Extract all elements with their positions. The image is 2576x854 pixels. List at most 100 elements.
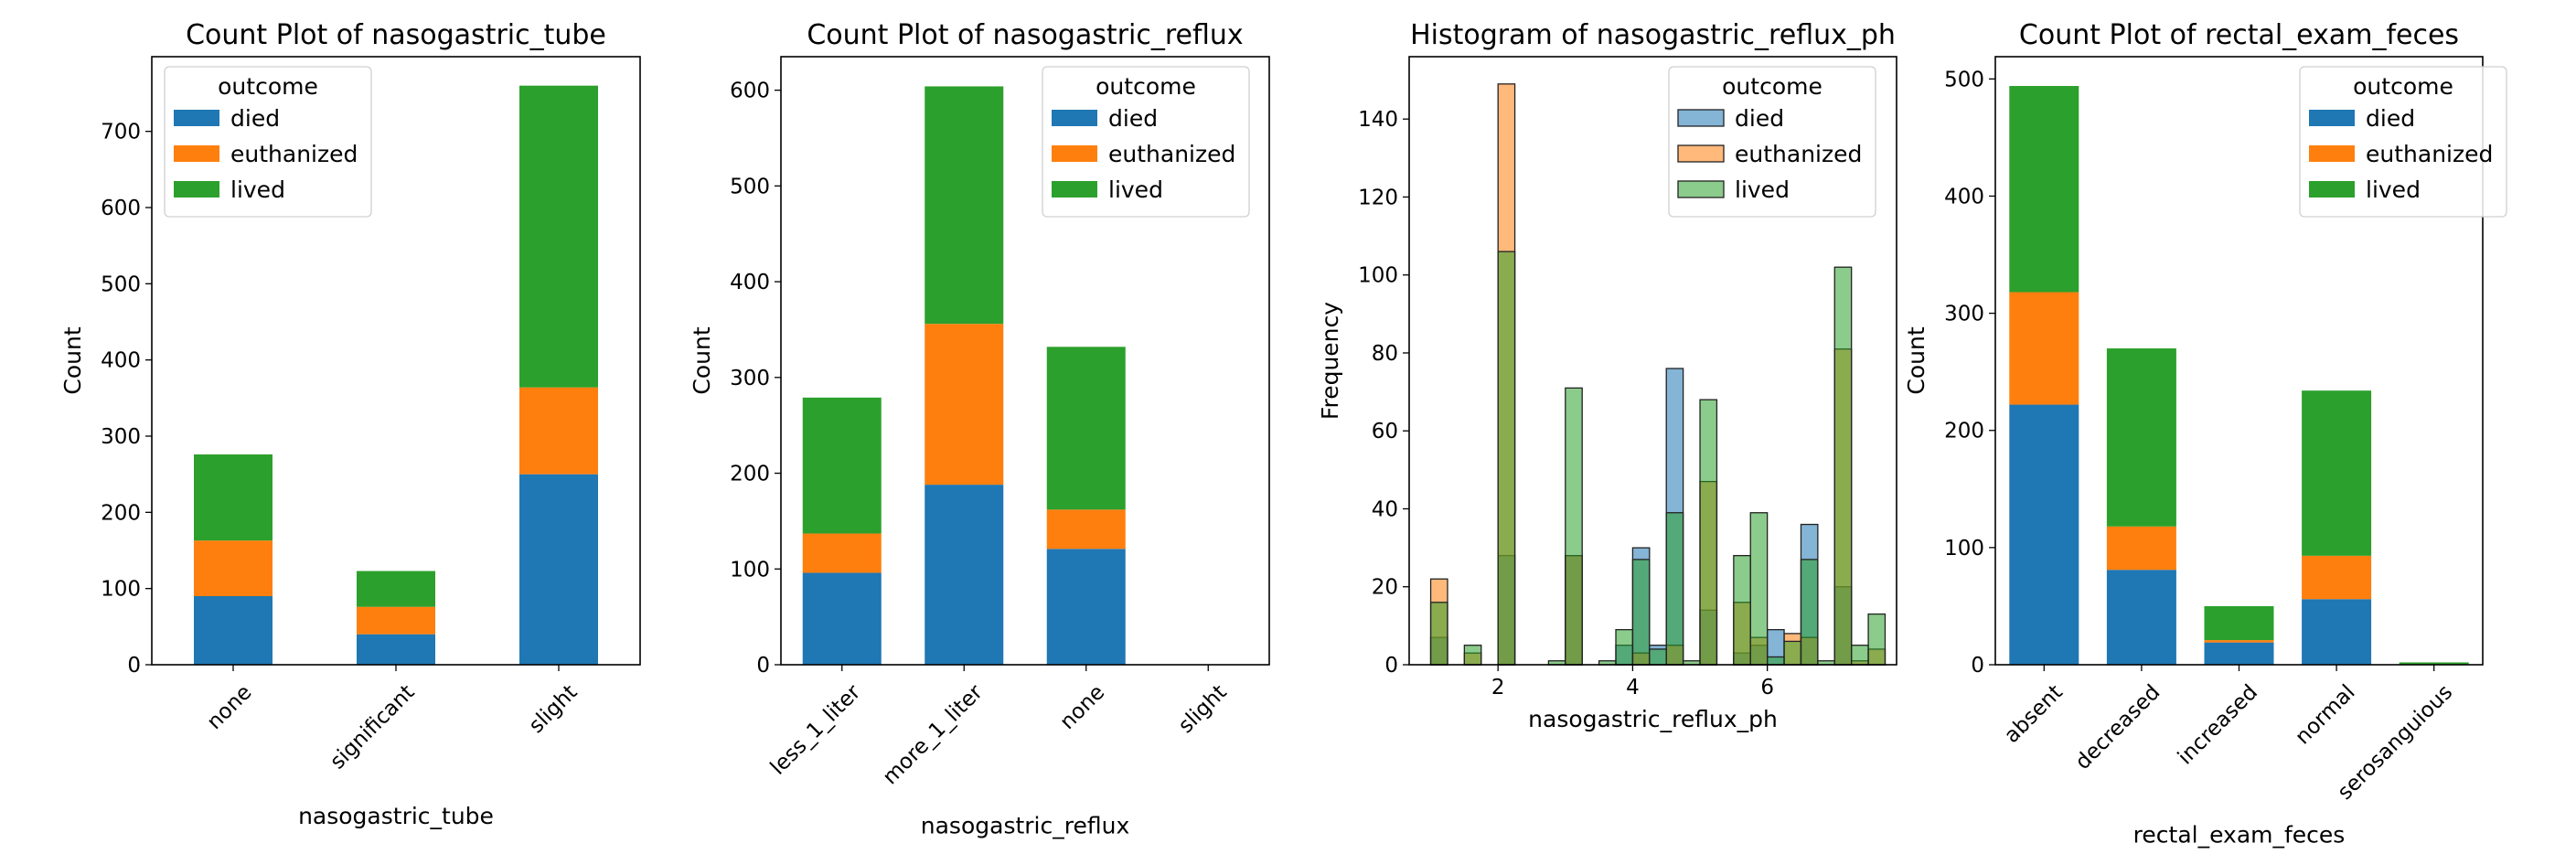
legend-label-died: died: [1108, 105, 1158, 132]
hist-bar-lived: [1867, 613, 1887, 666]
legend-swatch-died: [1677, 109, 1725, 127]
y-tick-label: 500: [101, 272, 141, 296]
x-tick-label: none: [203, 680, 257, 734]
y-tick-label: 20: [1372, 576, 1398, 600]
y-tick-label: 140: [1358, 108, 1398, 132]
bar-slight-lived: [519, 85, 598, 388]
legend-label-died: died: [230, 105, 280, 132]
x-axis-label: nasogastric_reflux_ph: [1528, 706, 1778, 732]
bar-absent-euthanized: [2009, 292, 2079, 405]
chart-4: Count Plot of rectal_exam_feces 0 100 200 30…: [1903, 19, 2507, 849]
bar-none-died: [194, 596, 273, 665]
bar-absent-lived: [2009, 86, 2079, 293]
legend-swatch-lived: [1052, 181, 1097, 197]
legend-swatch-euthanized: [174, 145, 219, 162]
legend-swatch-euthanized: [1052, 145, 1097, 162]
hist-bar-lived: [1699, 399, 1718, 666]
y-axis-label: Frequency: [1317, 302, 1343, 420]
legend-label-lived: lived: [230, 176, 285, 203]
y-tick-label: 0: [756, 654, 770, 678]
x-tick-label: 2: [1491, 676, 1505, 699]
axes-frame: [1408, 56, 1897, 666]
x-axis-label: nasogastric_tube: [298, 803, 494, 829]
legend-swatch-died: [2309, 110, 2355, 126]
x-tick-label: absent: [2000, 680, 2068, 748]
x-tick-label: decreased: [2071, 680, 2165, 774]
legend-box: [2299, 66, 2507, 218]
bar-none-euthanized: [194, 540, 273, 596]
y-tick-label: 700: [101, 121, 141, 144]
hist-bar-lived: [1615, 628, 1634, 666]
y-tick-label: 500: [730, 175, 770, 198]
bar-none-lived: [1046, 347, 1126, 510]
legend-swatch-euthanized: [2309, 145, 2355, 162]
legend-title: outcome: [2353, 73, 2453, 100]
bar-absent-died: [2009, 404, 2079, 665]
y-axis-label: Count: [59, 326, 86, 394]
hist-bar-lived: [1733, 554, 1751, 666]
hist-bar-lived: [1565, 387, 1583, 666]
bar-none-died: [1046, 549, 1126, 665]
legend: outcome died euthanized lived: [1042, 66, 1250, 218]
x-tick-label: none: [1055, 680, 1109, 734]
legend-swatch-lived: [2309, 181, 2355, 197]
x-tick-label: more_1_liter: [879, 680, 989, 790]
bar-decreased-lived: [2106, 348, 2176, 527]
y-tick-label: 400: [1944, 185, 1984, 208]
hist-bar-lived: [1463, 645, 1482, 666]
hist-bar-lived: [1749, 512, 1769, 666]
y-tick-label: 300: [101, 425, 141, 449]
chart-2: Count Plot of nasogastric_reflux 0 100 200 3…: [689, 19, 1270, 838]
bar-decreased-died: [2106, 570, 2176, 665]
legend-swatch-died: [174, 110, 219, 126]
legend-title: outcome: [1722, 73, 1822, 100]
x-axis-label: nasogastric_reflux: [921, 812, 1129, 838]
y-tick-label: 200: [730, 463, 770, 486]
y-tick-label: 100: [730, 558, 770, 582]
chart-1: Count Plot of nasogastric_tube 0 100 200 300…: [59, 19, 641, 829]
bar-more-1-liter-died: [925, 485, 1004, 665]
x-tick-label: slight: [1174, 680, 1232, 738]
legend-label-euthanized: euthanized: [1735, 141, 1862, 167]
y-tick-label: 0: [127, 654, 141, 678]
y-axis-label: Count: [1903, 326, 1929, 394]
legend-label-lived: lived: [2366, 176, 2421, 203]
hist-bar-lived: [1767, 656, 1785, 666]
y-tick-label: 600: [101, 197, 141, 220]
bar-significant-lived: [357, 571, 435, 607]
hist-bar-lived: [1783, 640, 1802, 666]
y-axis-label: Count: [689, 326, 715, 394]
legend-box: [1668, 66, 1876, 218]
legend-swatch-died: [1052, 110, 1097, 126]
chart-title: Count Plot of nasogastric_tube: [186, 19, 606, 51]
x-tick-label: slight: [525, 680, 583, 738]
chart-title: Count Plot of nasogastric_reflux: [807, 19, 1243, 51]
y-tick-label: 200: [101, 501, 141, 525]
legend-swatch-euthanized: [1677, 144, 1725, 163]
hist-bar-lived: [1833, 266, 1853, 666]
y-tick-label: 100: [101, 578, 141, 602]
x-tick-label: increased: [2174, 680, 2262, 769]
y-tick-label: 100: [1944, 537, 1984, 560]
y-tick-label: 60: [1372, 420, 1398, 443]
chart-title: Count Plot of rectal_exam_feces: [2019, 19, 2459, 51]
bar-more-1-liter-euthanized: [925, 324, 1004, 486]
y-tick-label: 300: [730, 367, 770, 390]
legend-label-died: died: [1735, 105, 1784, 132]
hist-bar-lived: [1851, 645, 1869, 666]
bar-increased-lived: [2204, 605, 2274, 641]
hist-bar-lived: [1665, 512, 1684, 666]
legend-swatch-lived: [1677, 180, 1725, 198]
legend-label-died: died: [2366, 105, 2415, 132]
bar-increased-euthanized: [2204, 640, 2274, 643]
legend-label-euthanized: euthanized: [2366, 141, 2493, 167]
x-tick-label: 6: [1760, 676, 1774, 699]
legend: outcome died euthanized lived: [2299, 66, 2507, 218]
bar-decreased-euthanized: [2106, 526, 2176, 571]
y-tick-label: 0: [1971, 654, 1984, 678]
legend-label-lived: lived: [1108, 176, 1163, 203]
x-tick-label: normal: [2291, 680, 2359, 749]
legend-box: [1042, 66, 1250, 218]
bar-normal-died: [2302, 599, 2372, 665]
